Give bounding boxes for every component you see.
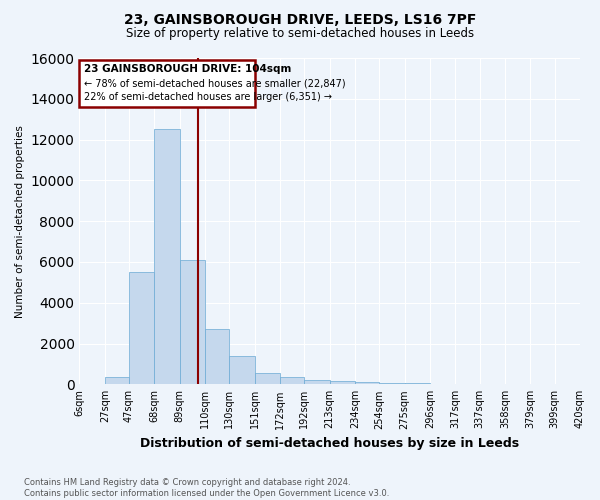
Bar — [255, 373, 280, 384]
Bar — [355, 382, 379, 384]
Y-axis label: Number of semi-detached properties: Number of semi-detached properties — [15, 124, 25, 318]
Text: ← 78% of semi-detached houses are smaller (22,847): ← 78% of semi-detached houses are smalle… — [84, 78, 346, 88]
Bar — [105, 377, 129, 384]
Text: 23, GAINSBOROUGH DRIVE, LEEDS, LS16 7PF: 23, GAINSBOROUGH DRIVE, LEEDS, LS16 7PF — [124, 12, 476, 26]
Bar — [205, 329, 229, 384]
Bar — [304, 380, 330, 384]
Bar — [280, 377, 304, 384]
Bar — [154, 130, 180, 384]
Bar — [129, 272, 154, 384]
Bar — [229, 356, 255, 384]
Text: 23 GAINSBOROUGH DRIVE: 104sqm: 23 GAINSBOROUGH DRIVE: 104sqm — [84, 64, 292, 74]
FancyBboxPatch shape — [79, 60, 255, 107]
Bar — [180, 260, 205, 384]
Text: 22% of semi-detached houses are larger (6,351) →: 22% of semi-detached houses are larger (… — [84, 92, 332, 102]
Bar — [330, 381, 355, 384]
Text: Size of property relative to semi-detached houses in Leeds: Size of property relative to semi-detach… — [126, 28, 474, 40]
X-axis label: Distribution of semi-detached houses by size in Leeds: Distribution of semi-detached houses by … — [140, 437, 519, 450]
Text: Contains HM Land Registry data © Crown copyright and database right 2024.
Contai: Contains HM Land Registry data © Crown c… — [24, 478, 389, 498]
